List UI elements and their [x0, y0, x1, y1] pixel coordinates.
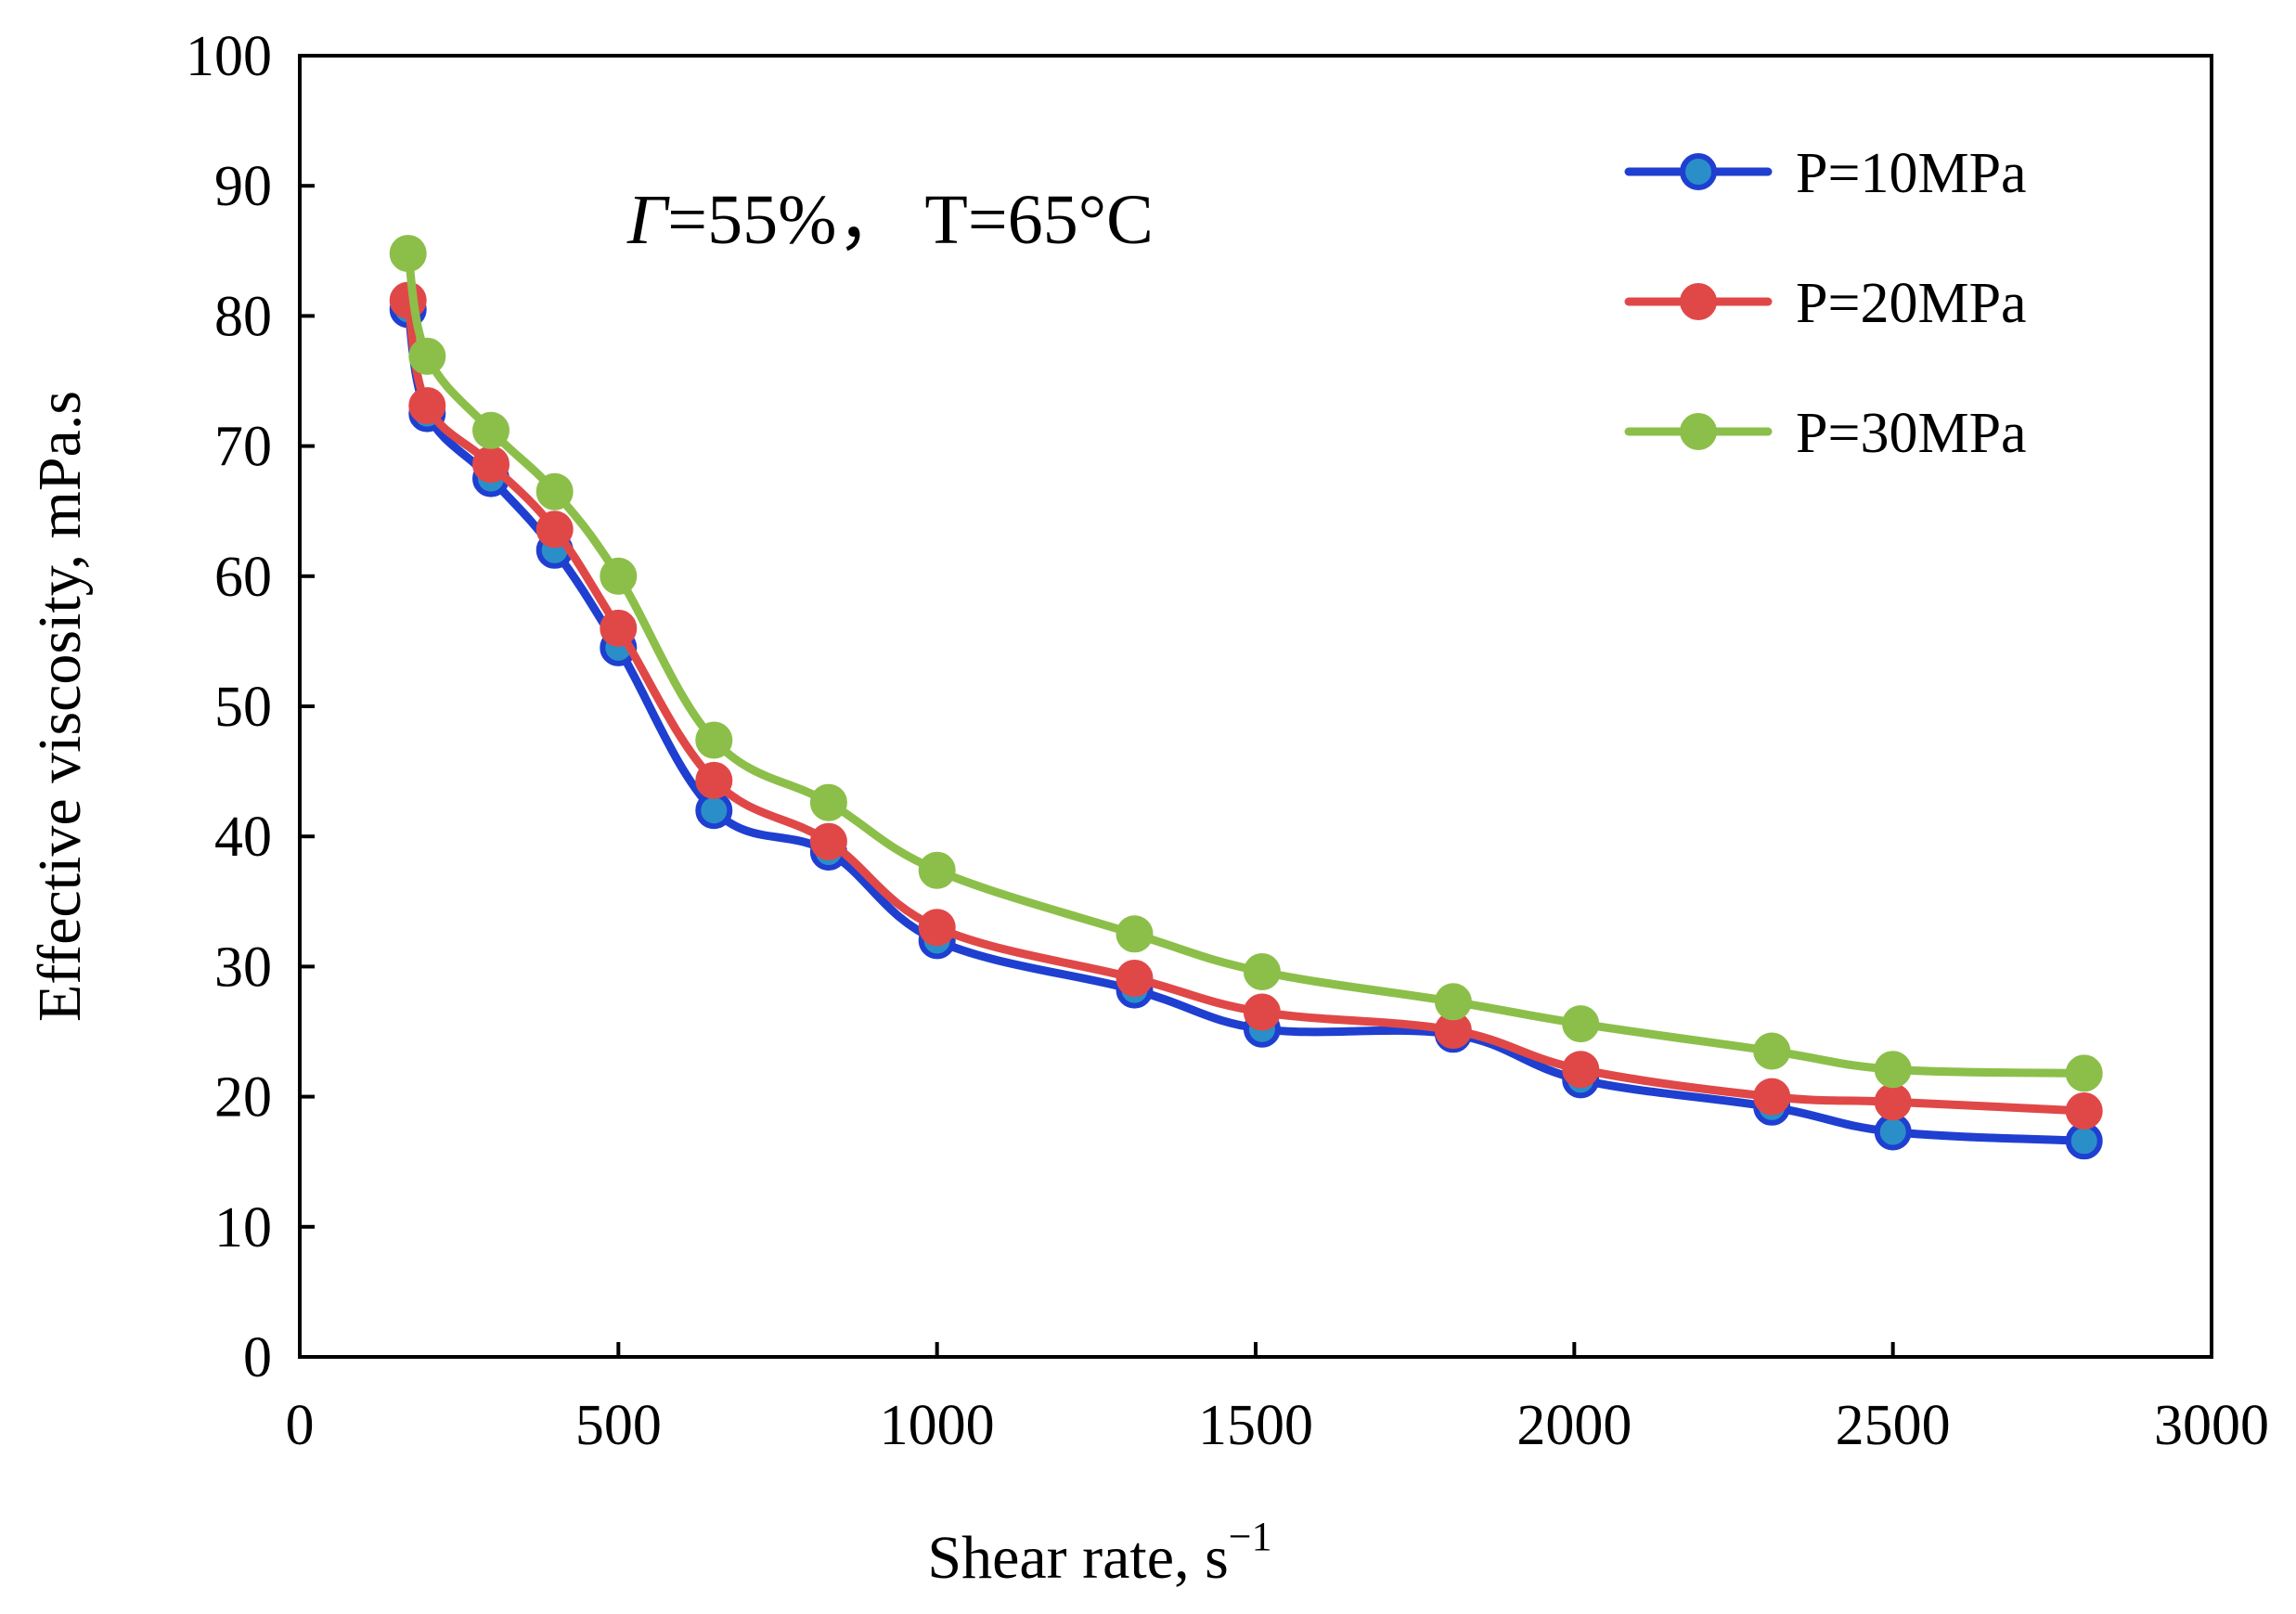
- x-tick-label-3000: 3000: [2154, 1394, 2269, 1457]
- x-axis-title: Shear rate, s−1: [927, 1514, 1271, 1592]
- y-tick-label-20: 20: [214, 1066, 272, 1130]
- series-3-point-7: [918, 851, 956, 889]
- y-tick-label-40: 40: [214, 806, 272, 869]
- x-tick-label-1500: 1500: [1198, 1394, 1313, 1457]
- series-3: [389, 235, 2103, 1092]
- series-2-point-14: [2065, 1092, 2103, 1130]
- series-1-point-5: [695, 792, 733, 830]
- series-1-point-13: [1874, 1113, 1912, 1151]
- x-tick-label-500: 500: [575, 1394, 662, 1457]
- series-3-point-2: [472, 411, 510, 449]
- series-2-point-2: [472, 445, 510, 484]
- x-tick-label-2500: 2500: [1836, 1394, 1951, 1457]
- plot-frame: [298, 54, 2213, 1359]
- series-3-point-9: [1243, 953, 1281, 990]
- series-3-point-8: [1116, 915, 1154, 953]
- legend-item-3: P=30MPa: [1624, 402, 2027, 465]
- series-2: [389, 281, 2103, 1130]
- x-axis-title-text: Shear rate, s: [927, 1524, 1228, 1592]
- legend: P=10MPa P=20MPa P=30MPa: [1624, 142, 2027, 465]
- series-2-point-11: [1562, 1051, 1600, 1089]
- y-tick-label-10: 10: [214, 1196, 272, 1259]
- annotation-symbol: Γ: [626, 181, 670, 259]
- x-axis-ticks: 0 500 1000 1500 2000 2500 3000: [286, 1342, 2269, 1457]
- series-3-point-4: [600, 557, 638, 595]
- series-3-point-14: [2065, 1054, 2103, 1092]
- legend-marker-2: [1680, 283, 1717, 320]
- series-3-point-13: [1874, 1051, 1912, 1089]
- y-tick-label-60: 60: [214, 546, 272, 609]
- series-layer: [389, 235, 2103, 1160]
- y-axis-ticks: 0 10 20 30 40 50 60 70 80 90 100: [186, 25, 315, 1389]
- y-tick-label-70: 70: [214, 416, 272, 479]
- x-tick-label-2000: 2000: [1516, 1394, 1632, 1457]
- series-2-point-7: [918, 909, 956, 947]
- series-2-point-4: [600, 609, 638, 647]
- series-2-point-8: [1116, 960, 1154, 997]
- series-3-point-11: [1562, 1005, 1600, 1043]
- series-2-point-3: [535, 510, 574, 549]
- series-2-point-9: [1243, 993, 1281, 1031]
- y-axis-title: Effective viscosity, mPa.s: [26, 391, 94, 1022]
- series-2-point-6: [809, 822, 847, 860]
- x-axis-title-superscript: −1: [1229, 1514, 1272, 1559]
- legend-marker-1: [1680, 153, 1717, 190]
- y-tick-label-80: 80: [214, 285, 272, 348]
- legend-marker-3: [1680, 413, 1717, 450]
- y-tick-label-50: 50: [214, 676, 272, 739]
- x-tick-label-0: 0: [286, 1394, 315, 1457]
- series-2-point-12: [1753, 1078, 1791, 1116]
- legend-label-2: P=20MPa: [1796, 272, 2027, 335]
- series-3-point-12: [1753, 1032, 1791, 1070]
- y-tick-label-30: 30: [214, 936, 272, 999]
- legend-item-1: P=10MPa: [1624, 142, 2027, 205]
- series-3-point-3: [535, 472, 574, 510]
- x-tick-label-1000: 1000: [880, 1394, 995, 1457]
- annotation-text: =55%， T=65°C: [667, 181, 1154, 259]
- series-line-3: [404, 249, 2089, 1078]
- series-3-point-10: [1434, 983, 1472, 1021]
- series-1-point-14: [2065, 1122, 2103, 1160]
- legend-item-2: P=20MPa: [1624, 272, 2027, 335]
- series-3-point-1: [408, 337, 446, 375]
- y-tick-label-100: 100: [186, 25, 272, 88]
- series-3-point-0: [389, 235, 427, 273]
- legend-label-1: P=10MPa: [1796, 142, 2027, 205]
- series-3-point-5: [695, 721, 733, 759]
- series-2-point-13: [1874, 1083, 1912, 1121]
- series-2-point-1: [408, 387, 446, 425]
- y-tick-label-90: 90: [214, 155, 272, 218]
- y-tick-label-0: 0: [243, 1326, 272, 1389]
- legend-label-3: P=30MPa: [1796, 402, 2027, 465]
- series-2-point-5: [695, 761, 733, 799]
- series-3-point-6: [809, 783, 847, 821]
- annotation: Γ=55%， T=65°C: [626, 181, 1154, 259]
